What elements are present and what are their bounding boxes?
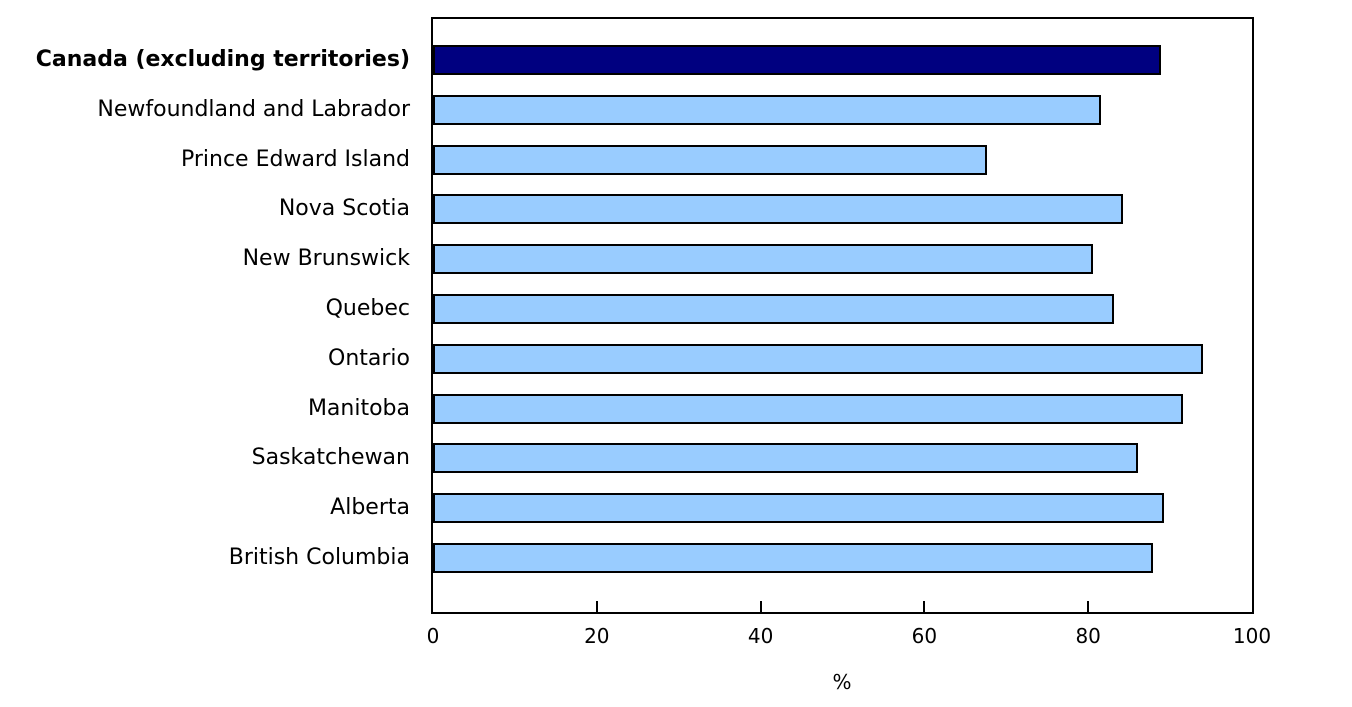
bar xyxy=(433,343,1203,374)
x-axis-tick xyxy=(595,601,598,612)
bar xyxy=(433,94,1102,125)
category-label: Alberta xyxy=(330,495,410,521)
category-label: Saskatchewan xyxy=(251,445,410,471)
category-label: New Brunswick xyxy=(242,246,410,272)
category-label: Manitoba xyxy=(307,395,410,421)
bar xyxy=(433,543,1153,573)
bar xyxy=(433,393,1184,424)
x-axis-tick-label: 20 xyxy=(584,624,610,648)
bar xyxy=(433,493,1164,524)
category-label: Nova Scotia xyxy=(278,196,410,222)
x-axis-tick-label: 60 xyxy=(911,624,938,648)
x-axis-tick-label: 100 xyxy=(1232,624,1272,648)
bar-highlight xyxy=(433,45,1162,75)
category-label: Canada (excluding territories) xyxy=(35,47,410,72)
bar xyxy=(433,144,988,175)
plot-area xyxy=(431,17,1254,614)
category-label: Prince Edward Island xyxy=(180,146,410,172)
x-axis-tick-label: 80 xyxy=(1075,624,1101,648)
category-label: Ontario xyxy=(328,345,410,371)
x-axis-title: % xyxy=(832,670,852,694)
x-axis-tick xyxy=(923,601,926,612)
bar xyxy=(433,443,1139,474)
bar xyxy=(433,244,1094,275)
bar xyxy=(433,194,1124,225)
x-axis-tick-label: 40 xyxy=(747,624,774,648)
bar xyxy=(433,294,1114,324)
category-label: Quebec xyxy=(325,296,410,321)
category-label: British Columbia xyxy=(228,545,410,570)
x-axis-tick xyxy=(759,601,762,612)
x-axis-tick xyxy=(1087,601,1090,612)
category-label: Newfoundland and Labrador xyxy=(97,96,410,122)
x-axis-tick-label: 0 xyxy=(426,624,440,648)
